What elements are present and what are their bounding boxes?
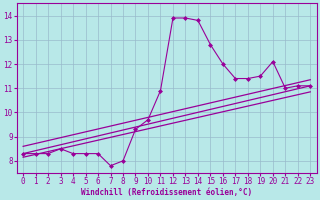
X-axis label: Windchill (Refroidissement éolien,°C): Windchill (Refroidissement éolien,°C) bbox=[81, 188, 252, 197]
